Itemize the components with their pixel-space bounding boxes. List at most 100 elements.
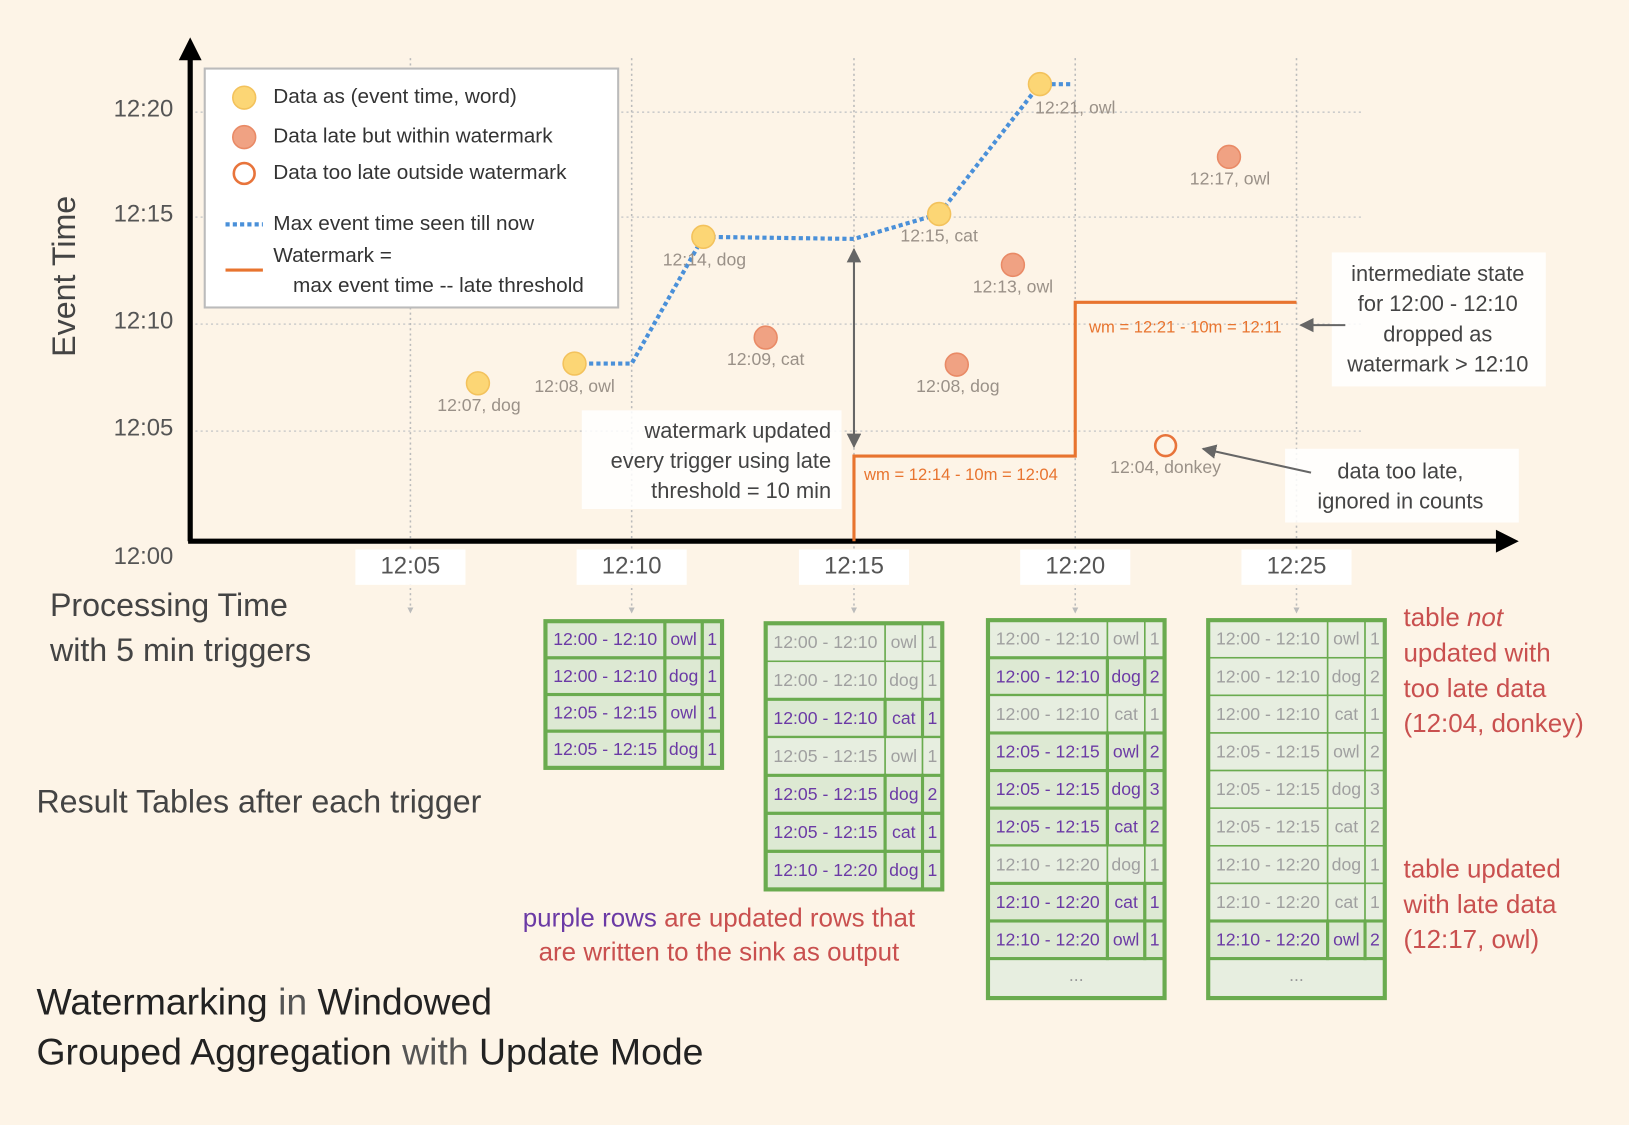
table-cell-text: 1 [707,629,717,649]
table-cell [1207,769,1329,809]
text-part: updated with [1403,637,1550,667]
table-cell [1207,656,1329,697]
data-point [1027,71,1053,97]
text-part: purple rows [523,902,657,932]
table-cell-text: 12:10 - 12:20 [1216,892,1320,912]
tick-box [355,549,466,585]
table-cell [1326,769,1366,809]
y-tick-label: 12:20 [114,95,174,122]
note: intermediate state [1351,261,1524,286]
table-cell-text: 12:00 - 12:10 [553,629,657,649]
note: data too late, [1337,458,1463,483]
note: watermark updated [644,418,832,443]
table-cell-text: dog [1332,779,1361,799]
table-border [985,618,1167,1001]
x-arrow [1495,529,1519,553]
table-cell [1207,807,1329,847]
text-line: with late data [1402,889,1556,919]
text-part: table [1403,602,1459,632]
text-line: are written to the sink as output [539,936,900,966]
note-box [1331,252,1546,387]
table-cell-text: 12:10 - 12:20 [996,892,1100,912]
table-cell-text: 12:05 - 12:15 [553,703,657,723]
point-label: 12:15, cat [900,225,978,245]
table-cell-text: cat [1335,892,1359,912]
table-cell [764,736,886,777]
table-cell-text: 12:00 - 12:10 [996,704,1100,724]
table-cell-text: 12:00 - 12:10 [1216,666,1320,686]
text-line: too late data [1403,673,1546,703]
table-cell [986,881,1109,923]
table-cell-text: cat [892,822,916,842]
text-part: (12:17, owl) [1403,924,1539,954]
table-cell-text: cat [1335,704,1359,724]
table-cell-text: 3 [1150,779,1160,799]
late-point [232,124,257,150]
table-cell-text: 1 [707,739,717,759]
table-cell-text: dog [1111,854,1140,874]
data-point [232,85,257,110]
table-cell-text: 12:05 - 12:15 [773,746,877,766]
table-cell-text: 1 [707,703,717,723]
text-line: purple rows are updated rows that [523,902,916,932]
table-cell-text: 12:05 - 12:15 [1216,817,1320,837]
note: threshold = 10 min [651,478,831,503]
point-label: 12:09, cat [727,349,805,369]
table-more: ... [1289,965,1304,985]
table-cell-text: cat [892,708,916,728]
x-tick-label: 12:25 [1267,552,1327,579]
result-tables-label: Result Tables after each trigger [36,784,481,820]
table-cell-text: owl [670,703,696,723]
table-cell-text: 1 [1150,929,1160,949]
x-tick-label: 12:15 [824,552,884,579]
text-part: are updated rows that [664,902,916,932]
table-cell-text: 12:05 - 12:15 [1216,779,1320,799]
y-tick-label: 12:00 [114,543,174,570]
table-cell-text: dog [669,666,698,686]
table-cell-text: dog [1111,779,1140,799]
y-arrow [178,37,202,61]
table-cell-text: 12:10 - 12:20 [1216,929,1320,949]
table-cell [543,729,667,770]
y-tick-label: 12:10 [114,307,174,334]
x-tick-label: 12:10 [602,552,662,579]
table-cell [1106,844,1146,885]
table-cell-text: owl [891,632,917,652]
note-box [1285,448,1519,523]
watermark-line [852,300,1297,542]
table-cell-text: owl [891,746,917,766]
table-cell [884,660,924,701]
table-cell-text: 1 [927,670,937,690]
table-cell-text: 12:05 - 12:15 [773,822,877,842]
table-cell-text: 12:05 - 12:15 [996,741,1100,761]
table-cell-text: 2 [1370,741,1380,761]
table-cell-text: 12:10 - 12:20 [773,860,877,880]
table-cell [1326,882,1366,922]
table-cell [1326,919,1367,961]
table-cell-text: owl [1113,629,1139,649]
table-cell-text: 1 [1150,629,1160,649]
late-point [1000,252,1026,278]
table-cell-text: 1 [927,746,937,766]
late-point [753,325,778,350]
table-cell [1207,882,1329,922]
table-cell [986,919,1109,961]
table-cell-text: 2 [927,784,937,804]
table-cell-text: dog [1332,854,1361,874]
table-cell-text: 12:00 - 12:10 [553,666,657,686]
table-cell-text: 1 [1150,892,1160,912]
legend-label: max event time -- late threshold [293,274,584,297]
table-cell-text: 2 [1150,741,1160,761]
table-cell-text: 1 [927,708,937,728]
text-part: are written to the sink as output [539,936,900,966]
table-cell-text: 1 [1150,704,1160,724]
point-label: 12:14, dog [663,249,746,269]
text-part: too late data [1403,673,1546,703]
text-line: Grouped Aggregation with Update Mode [36,1030,703,1072]
data-point [691,224,716,250]
table-cell [663,729,704,770]
table-cell-text: 12:00 - 12:10 [773,708,877,728]
data-point [562,351,587,376]
table-cell-text: 12:00 - 12:10 [773,632,877,652]
table-cell-text: dog [1332,666,1361,686]
